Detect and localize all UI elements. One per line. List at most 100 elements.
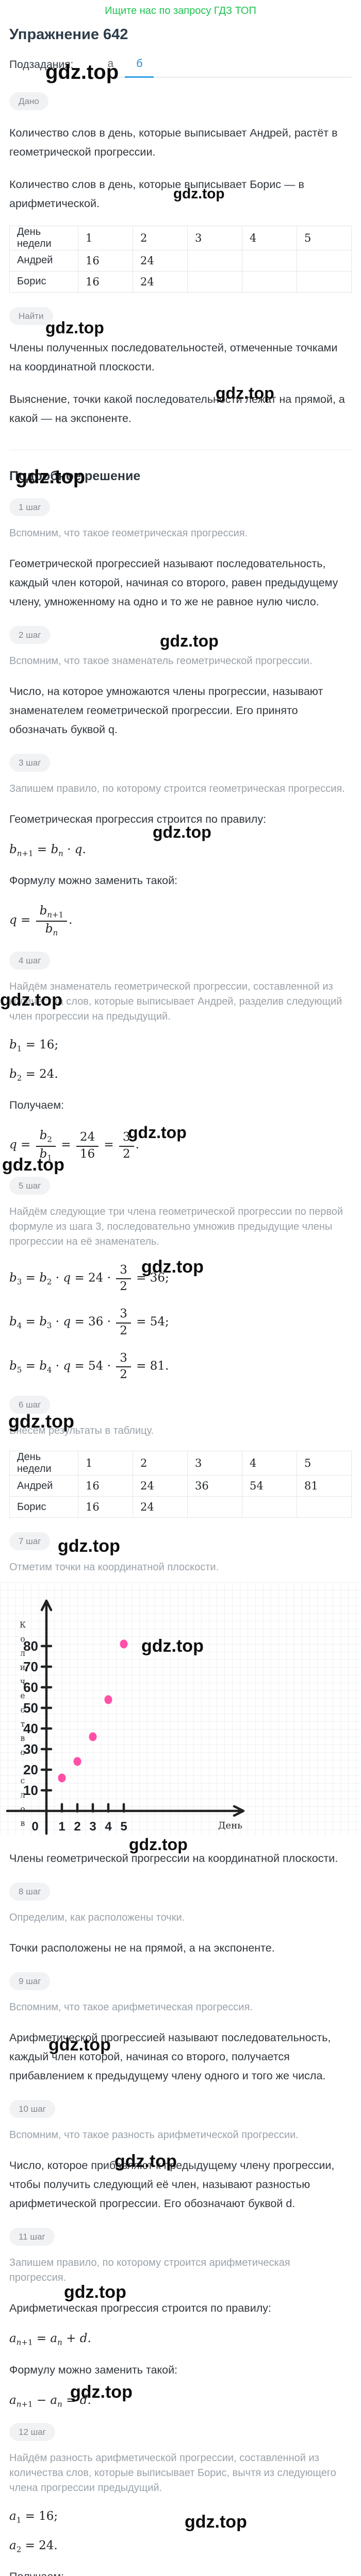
step-badge: 4 шаг	[9, 952, 51, 970]
step-text: Получаем:	[9, 2567, 346, 2576]
step-text: Получаем:	[9, 1099, 64, 1112]
step-badge: 12 шаг	[9, 2423, 55, 2442]
svg-text:10: 10	[23, 1783, 38, 1798]
svg-text:День: День	[218, 1820, 242, 1831]
watermark: gdz.top	[216, 384, 274, 402]
formula: b1 = 16;	[9, 1038, 59, 1054]
tab-б[interactable]: б	[125, 58, 154, 78]
step-hint: Вспомним, что такое геометрическая прогр…	[9, 527, 248, 539]
value-cell: 54	[242, 1475, 297, 1497]
step-12: 12 шаг Найдём разность арифметической про…	[0, 2409, 361, 2576]
value-cell: 36	[187, 1475, 242, 1497]
svg-text:60: 60	[23, 1680, 38, 1695]
data-table-t2: День недели 1 2 3 4 5 Андрей 16 24 36 54 81 Борис 16 2…	[9, 1451, 352, 1518]
formula: an+1 − an = d.	[9, 2393, 91, 2409]
formula: an+1 = an + d.	[9, 2332, 91, 2347]
value-cell	[297, 270, 352, 293]
formula: b2 = 24.	[9, 1067, 58, 1083]
step-6: 6 шаг Внесём результаты в таблицу. День не…	[0, 1381, 361, 1518]
step-badge: 10 шаг	[9, 2100, 55, 2119]
find-section: Члены полученных последовательностей, от…	[0, 338, 361, 428]
step-badge: 6 шаг	[9, 1396, 51, 1414]
formula: q = bn+1 bn.	[9, 904, 73, 938]
watermark: gdz.top	[15, 466, 86, 488]
watermark: gdz.top	[185, 2512, 247, 2532]
value-cell	[187, 1496, 242, 1518]
step-10: 10 шаг Вспомним, что такое разность арифм…	[0, 2086, 361, 2213]
svg-text:4: 4	[105, 1820, 112, 1834]
given-badge: Дано	[9, 92, 48, 110]
value-cell: 4	[242, 1451, 297, 1476]
value-cell: 24	[133, 270, 188, 293]
formula: a1 = 16;	[9, 2510, 58, 2525]
row-label-cell: Борис	[9, 1496, 78, 1518]
value-cell: 16	[78, 270, 133, 293]
watermark: gdz.top	[173, 185, 225, 201]
value-cell	[187, 249, 242, 272]
step-hint: Найдём знаменатель геометрической прогре…	[9, 981, 342, 1023]
step-text: Геометрическая прогрессия строится по пр…	[9, 812, 267, 825]
value-cell: 3	[187, 225, 242, 250]
svg-text:К: К	[20, 1620, 26, 1630]
value-cell: 5	[297, 1451, 352, 1476]
watermark: gdz.top	[58, 1536, 120, 1556]
value-cell: 16	[78, 1475, 133, 1497]
value-cell: 24	[133, 249, 188, 272]
subtasks-label: Подзадания:	[9, 59, 74, 71]
svg-text:о: о	[20, 1635, 25, 1644]
watermark: gdz.top	[64, 2282, 126, 2302]
value-cell: 2	[133, 1451, 188, 1476]
svg-text:40: 40	[23, 1721, 38, 1736]
svg-text:20: 20	[23, 1762, 38, 1777]
value-cell: 1	[78, 1451, 133, 1476]
svg-text:3: 3	[89, 1820, 96, 1834]
step-11: 11 шаг Запишем правило, по которому строи…	[0, 2213, 361, 2409]
page-title: Упражнение 642	[9, 26, 128, 43]
step-5: 5 шаг Найдём следующие три члена геометри…	[0, 1162, 361, 1382]
value-cell	[242, 1496, 297, 1518]
watermark: gdz.top	[160, 632, 219, 650]
step-badge: 1 шаг	[9, 498, 51, 516]
svg-text:0: 0	[31, 1820, 38, 1834]
step-text: Число, на которое умножаются члены прогр…	[9, 685, 323, 736]
row-label-cell: День недели	[9, 1451, 78, 1476]
step-text: Арифметической прогрессией называют посл…	[9, 2031, 331, 2082]
svg-text:ч: ч	[20, 1677, 25, 1686]
formula: a2 = 24.	[9, 2538, 58, 2554]
step-text: Геометрической прогрессией называют посл…	[9, 557, 338, 608]
value-cell	[297, 1496, 352, 1518]
watermark: gdz.top	[0, 990, 62, 1010]
watermark: gdz.top	[153, 823, 211, 841]
step-8: 8 шаг Определим, как расположены точки. То…	[0, 1868, 361, 1958]
value-cell: 3	[187, 1451, 242, 1476]
table-row: Андрей 16 24	[9, 249, 352, 272]
value-cell: 5	[297, 225, 352, 250]
step-badge: 2 шаг	[9, 625, 51, 644]
step-badge: 5 шаг	[9, 1176, 51, 1195]
svg-text:5: 5	[120, 1820, 127, 1834]
watermark: gdz.top	[70, 2382, 133, 2402]
given-paragraph: Количество слов в день, которые выписыва…	[9, 178, 304, 210]
step-badge: 3 шаг	[9, 753, 51, 772]
svg-text:в: в	[21, 1819, 25, 1828]
steps-container: 1 шаг Вспомним, что такое геометрическая …	[0, 484, 361, 2576]
table-row: Андрей 16 24 36 54 81	[9, 1475, 352, 1497]
find-badge: Найти	[9, 307, 53, 325]
svg-text:в: в	[21, 1734, 25, 1743]
svg-text:и: и	[20, 1663, 25, 1672]
given-table-holder: День недели 1 2 3 4 5 Андрей 16 24 Борис 16 24	[0, 225, 361, 293]
value-cell: 81	[297, 1475, 352, 1497]
tab-а[interactable]: а	[107, 58, 114, 70]
watermark: gdz.top	[141, 1636, 204, 1656]
value-cell	[187, 270, 242, 293]
promo-link[interactable]: Ищите нас по запросу ГДЗ ТОП	[105, 5, 256, 16]
value-cell: 2	[133, 225, 188, 250]
step-9: 9 шаг Вспомним, что такое арифметическая …	[0, 1958, 361, 2086]
step-badge: 9 шаг	[9, 1972, 51, 1991]
step-hint: Вспомним, что такое разность арифметичес…	[9, 2129, 299, 2141]
watermark: gdz.top	[141, 1257, 204, 1277]
